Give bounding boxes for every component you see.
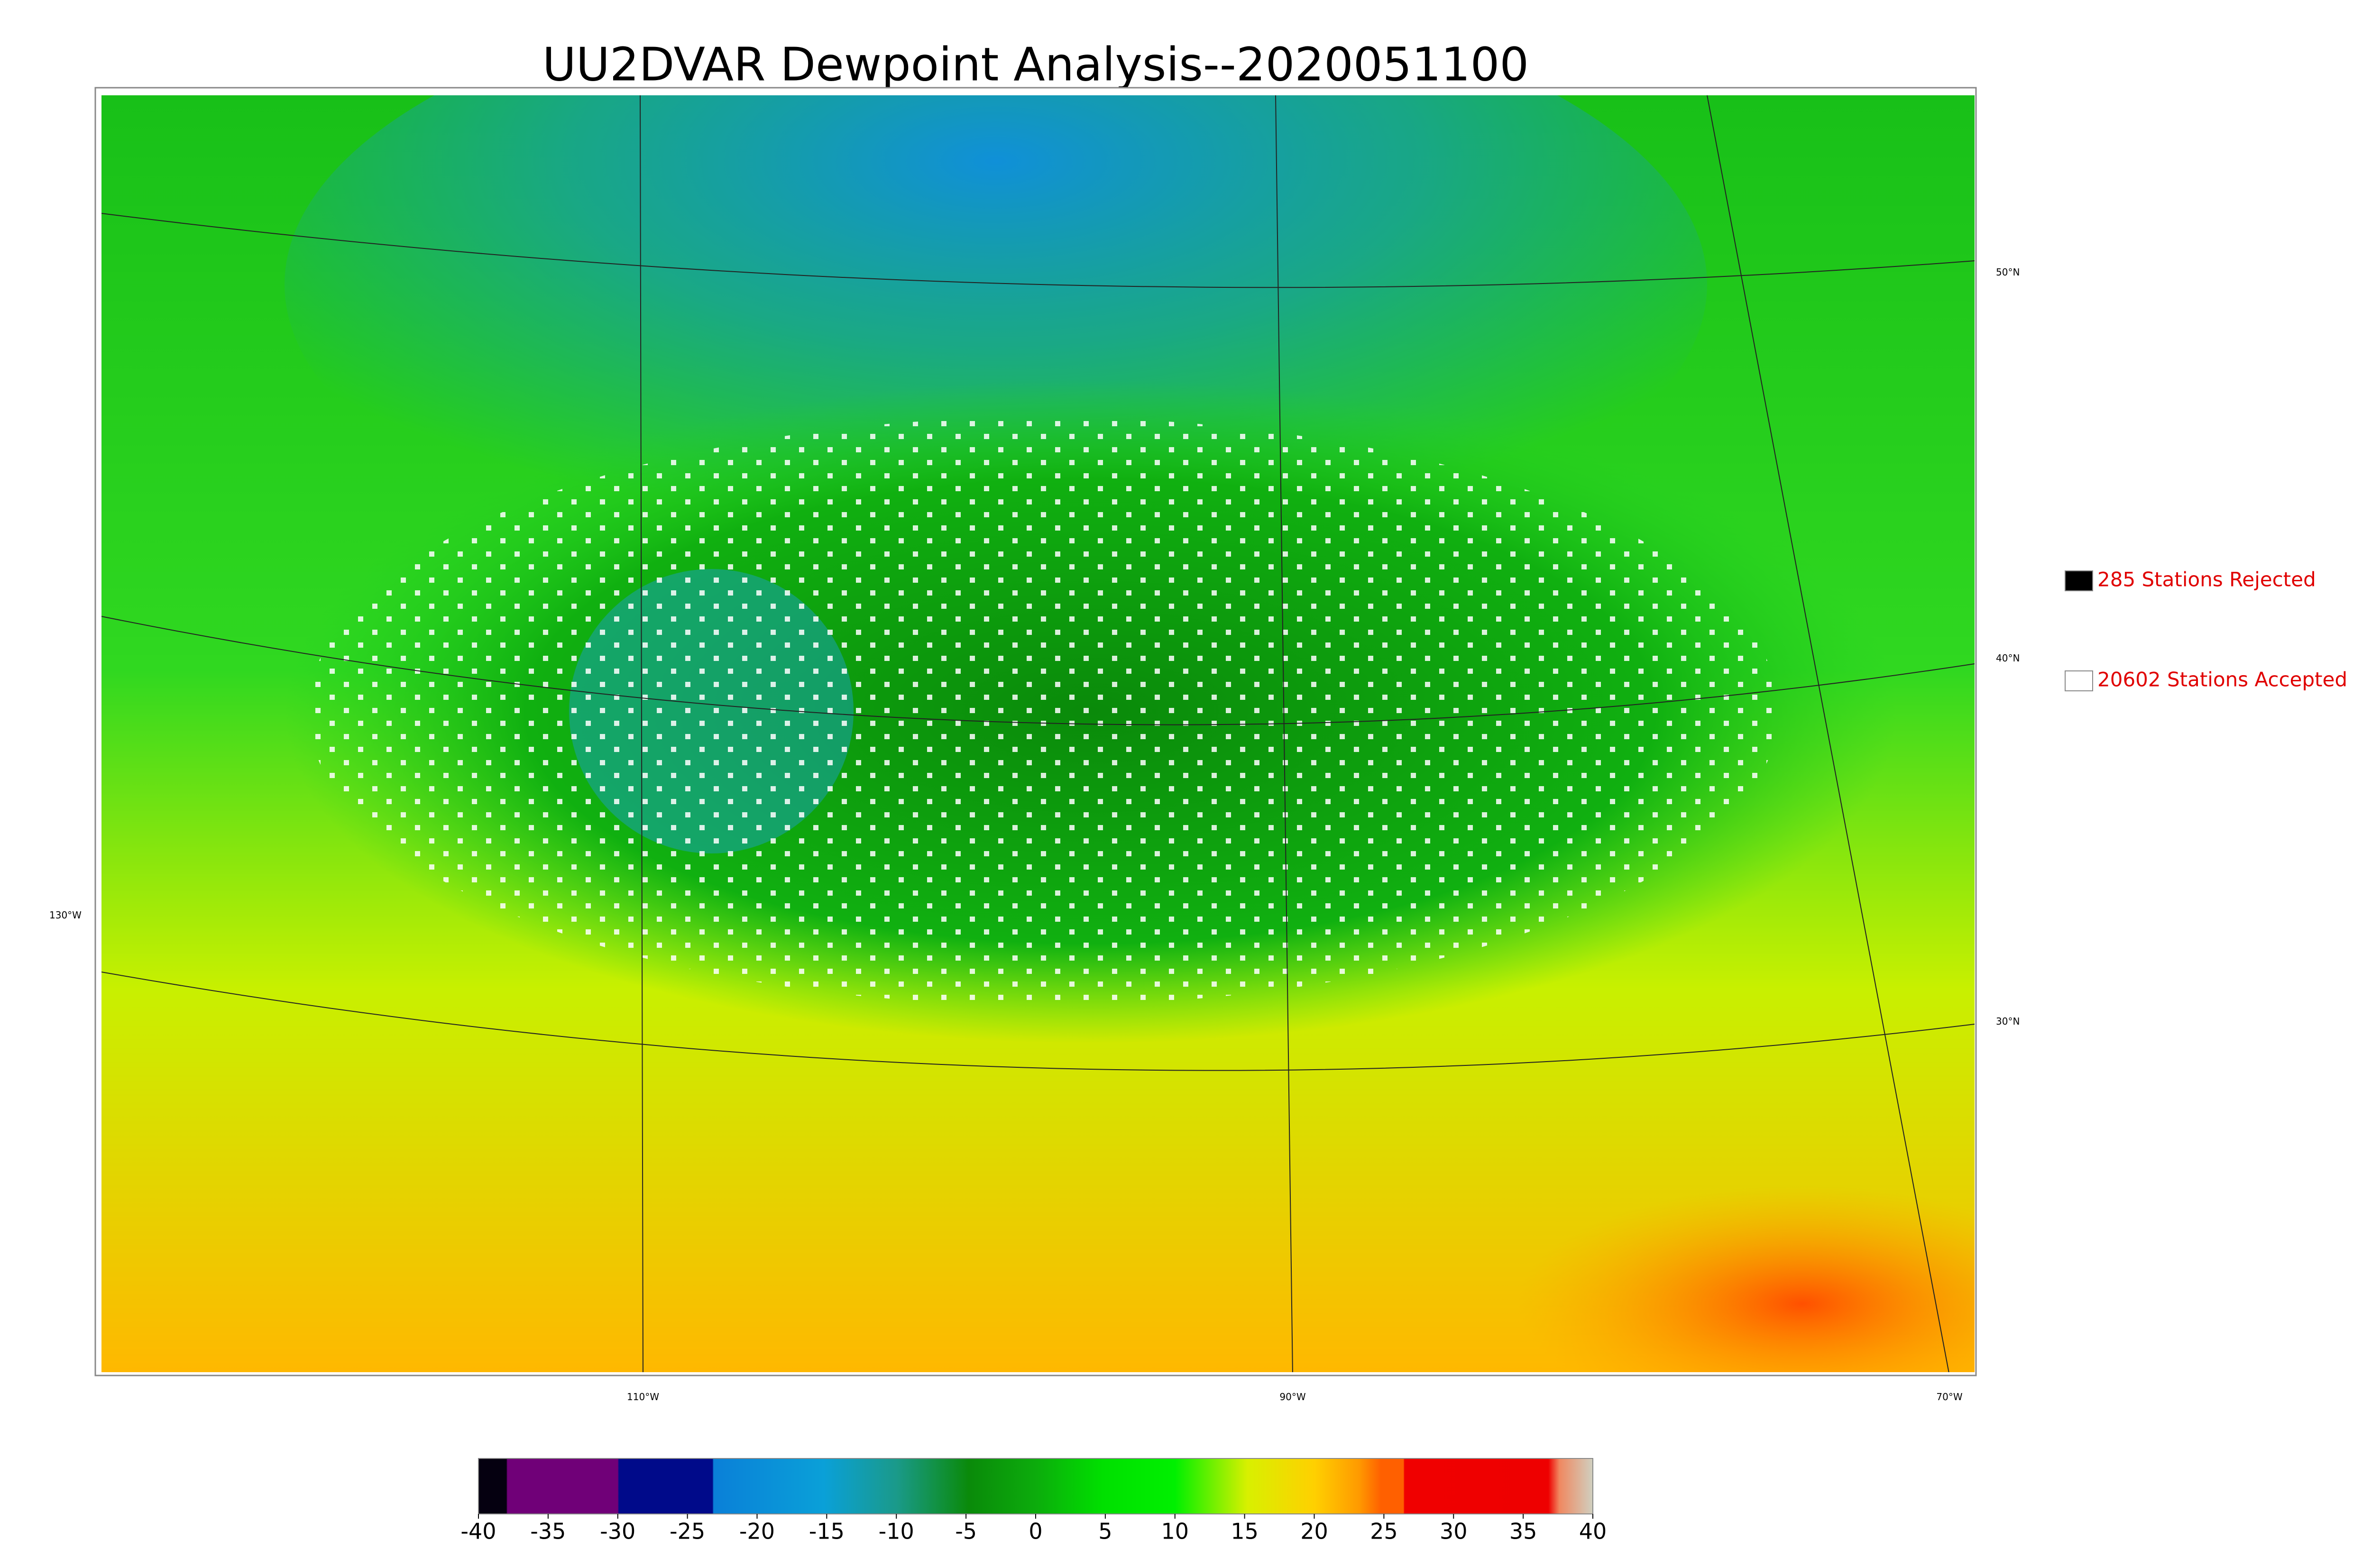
colorbar-tick-label: 40: [1579, 1519, 1607, 1544]
colorbar-tick-label: -20: [739, 1519, 775, 1544]
lon-label: 130°W: [49, 909, 82, 921]
lat-label: 50°N: [1996, 266, 2020, 278]
lat-label: 30°N: [1996, 1016, 2020, 1027]
lon-label: 90°W: [1279, 1391, 1305, 1403]
colorbar-tick-label: 25: [1370, 1519, 1398, 1544]
colorbar-tick-label: 15: [1231, 1519, 1259, 1544]
colorbar-tick-label: -35: [530, 1519, 566, 1544]
colorbar-tick-label: 30: [1440, 1519, 1468, 1544]
graticule-labels: 50°N 40°N 30°N 130°W 110°W 90°W 70°W: [49, 266, 2020, 1403]
colorbar-ramp: [478, 1458, 1593, 1514]
legend-swatch: [2065, 670, 2093, 691]
colorbar-tick-label: -40: [460, 1519, 496, 1544]
map: [101, 95, 1975, 1372]
legend-label: 20602 Stations Accepted: [2097, 668, 2347, 691]
colorbar-tick-label: 5: [1098, 1519, 1112, 1544]
title: UU2DVAR Dewpoint Analysis--2020051100: [542, 37, 1529, 91]
colorbar-tick-label: -15: [809, 1519, 845, 1544]
colorbar-tick-label: 35: [1509, 1519, 1537, 1544]
legend-swatch: [2065, 570, 2093, 591]
legend: 285 Stations Rejected 20602 Stations Acc…: [2065, 568, 2347, 691]
colorbar-tick-label: 10: [1161, 1519, 1189, 1544]
colorbar-tick-label: -10: [879, 1519, 914, 1544]
lat-label: 40°N: [1996, 652, 2020, 664]
lon-label: 110°W: [627, 1391, 659, 1403]
colorbar-tick-label: -25: [670, 1519, 705, 1544]
colorbar-tick-label: 0: [1029, 1519, 1042, 1544]
colorbar: -40 -35 -30 -25 -20 -15 -10 -5 0 5 10 15 20 25 30 35 40: [460, 1458, 1607, 1544]
colorbar-tick-label: -5: [955, 1519, 977, 1544]
legend-label: 285 Stations Rejected: [2097, 568, 2316, 591]
colorbar-tick-label: 20: [1300, 1519, 1328, 1544]
colorbar-tick-label: -30: [600, 1519, 635, 1544]
lon-label: 70°W: [1936, 1391, 1962, 1403]
